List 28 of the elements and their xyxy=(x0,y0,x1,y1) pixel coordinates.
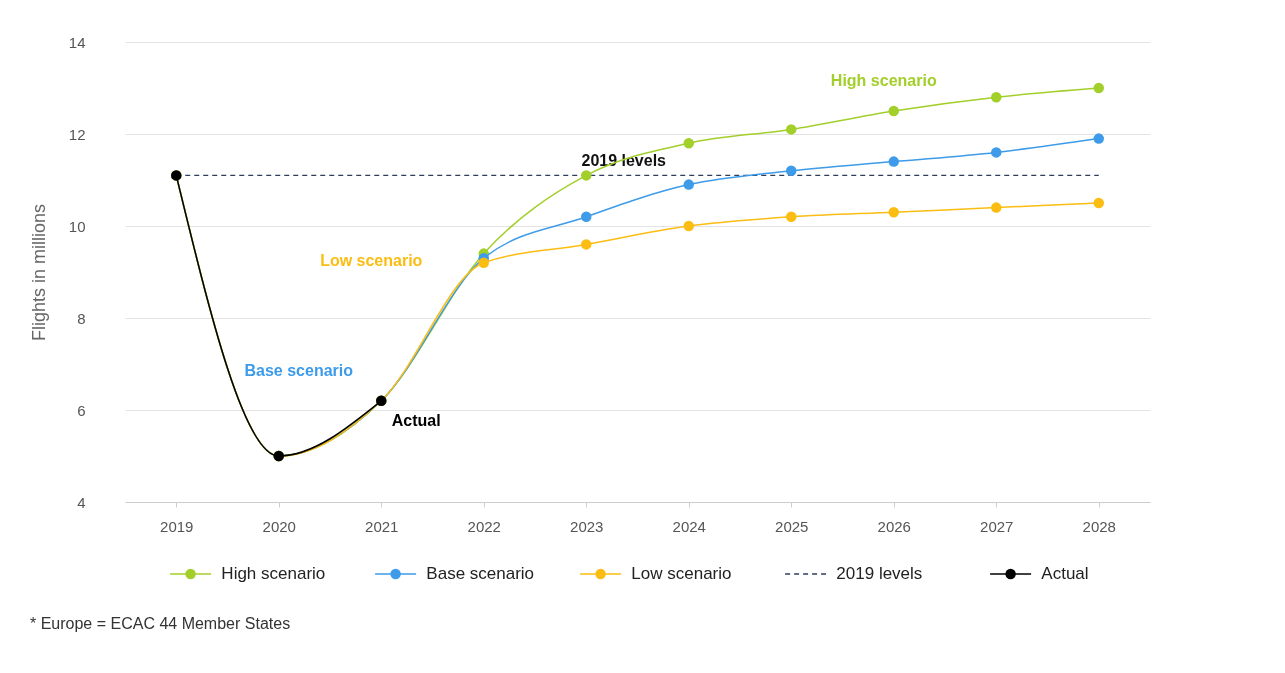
x-tick-label: 2023 xyxy=(570,517,604,535)
legend-label: 2019 levels xyxy=(836,564,923,583)
text: Low scenario xyxy=(320,251,423,269)
y-tick-label: 8 xyxy=(77,309,86,327)
y-tick-label: 4 xyxy=(77,493,86,511)
x-tick-label: 2027 xyxy=(980,517,1014,535)
text: 2019 levels xyxy=(581,152,667,170)
y-axis-title: Flights in millions xyxy=(28,203,49,342)
x-tick-label: 2019 xyxy=(160,517,194,535)
x-tick-label: 2028 xyxy=(1082,517,1116,535)
y-tick-label: 6 xyxy=(77,401,86,419)
legend-label: Low scenario xyxy=(631,564,732,583)
text: * Europe = ECAC 44 Member States xyxy=(30,615,291,632)
x-tick-label: 2021 xyxy=(365,517,399,535)
text: High scenario xyxy=(830,72,937,89)
legend-label: High scenario xyxy=(221,564,326,583)
y-tick-label: 12 xyxy=(68,125,86,143)
x-tick-label: 2025 xyxy=(775,517,809,535)
y-tick-label: 14 xyxy=(68,33,86,51)
y-tick-label: 10 xyxy=(68,217,86,235)
legend-label: Base scenario xyxy=(426,564,535,583)
x-tick-label: 2020 xyxy=(262,517,296,535)
x-tick-label: 2024 xyxy=(672,517,706,535)
text: Base scenario xyxy=(244,362,354,379)
legend-label: Actual xyxy=(1041,564,1089,583)
x-tick-label: 2022 xyxy=(467,517,501,535)
x-tick-label: 2026 xyxy=(877,517,911,535)
text: Actual xyxy=(391,411,441,429)
